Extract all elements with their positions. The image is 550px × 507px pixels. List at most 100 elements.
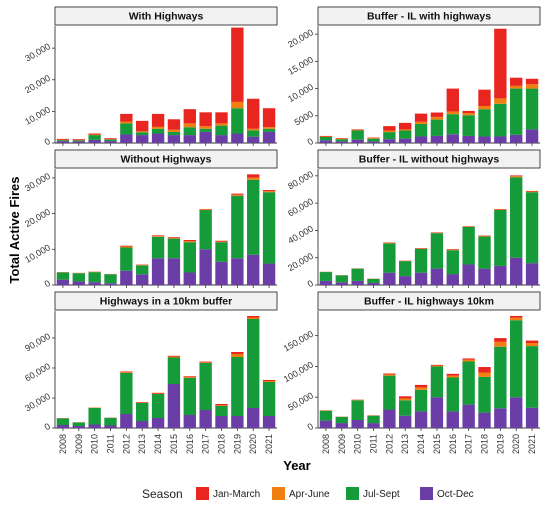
panel-with-highways: With Highways 0 10,000 20,000 30,000 [23,6,278,147]
bar-segment-oct-dec-2019 [231,416,244,428]
bar-segment-jul-sept-2011 [367,278,380,283]
bar-segment-jul-sept-2015 [167,357,181,384]
bar-segment-jan-march-2020 [510,175,523,177]
bar-segment-jul-sept-2010 [88,135,101,140]
bar-segment-apr-june-2020 [510,85,523,89]
bar-segment-jan-march-2011 [104,138,117,140]
bar-segment-jul-sept-2009 [72,422,85,426]
bar-segment-jul-sept-2018 [478,376,491,413]
bar-segment-jul-sept-2014 [414,389,428,412]
bar-segment-apr-june-2019 [494,209,507,210]
x-tick-label: 2009 [337,434,347,454]
x-tick-label: 2019 [232,434,242,454]
bar-segment-oct-dec-2021 [262,263,276,285]
bar-segment-jul-sept-2012 [383,375,396,410]
bar-segment-apr-june-2021 [262,191,276,193]
bar-segment-oct-dec-2008 [319,140,333,143]
bar-segment-jul-sept-2021 [525,346,539,408]
x-tick-label: 2018 [217,434,227,454]
bar-segment-jul-sept-2013 [399,130,412,139]
bar-segment-oct-dec-2016 [183,415,196,428]
bar-segment-jan-march-2017 [462,358,475,360]
bar-segment-jul-sept-2020 [510,177,523,258]
chart-panels: With Highways 0 10,000 20,000 30,000 Buffer -… [23,6,541,432]
bar-segment-jul-sept-2010 [88,408,101,425]
bar-segment-oct-dec-2016 [183,272,196,285]
y-tick-label: 30,000 [23,171,52,193]
bar-segment-oct-dec-2012 [120,134,133,143]
bar-segment-oct-dec-2019 [494,136,507,143]
bar-segment-oct-dec-2009 [335,141,348,143]
bar-segment-jul-sept-2018 [215,406,228,416]
bar-segment-jul-sept-2019 [494,209,507,266]
bar-segment-jan-march-2020 [247,98,260,129]
bar-segment-oct-dec-2015 [430,397,444,428]
x-tick-label: 2012 [121,434,131,454]
bar-segment-jul-sept-2009 [335,139,348,142]
bar-segment-jul-sept-2016 [446,250,459,275]
bar-segment-jan-march-2013 [399,122,412,130]
bar-segment-jan-march-2015 [430,112,444,117]
bar-segment-jan-march-2016 [183,240,196,242]
bar-segment-jan-march-2021 [262,190,276,192]
bar-segment-jan-march-2014 [414,113,428,122]
legend-swatch-jan-march [196,487,209,500]
bar-segment-oct-dec-2015 [430,135,444,143]
panel-without-highways: Without Highways 0 10,000 20,000 30,000 [23,149,278,289]
x-tick-label: 2008 [321,434,331,454]
bar-segment-apr-june-2020 [247,317,260,319]
bar-segment-jan-march-2021 [262,108,276,128]
y-tick-label: 0 [306,278,315,289]
panel-title: Buffer - IL without highways [359,154,500,166]
bar-segment-jul-sept-2011 [104,139,117,142]
y-tick-label: 0 [306,421,315,432]
bar-segment-oct-dec-2020 [510,134,523,143]
panel-buffer-il-highways-10km: Buffer - IL highways 10km 0 50,000 100,000 1… [282,291,541,432]
bar-segment-jul-sept-2016 [183,242,196,273]
bar-segment-jul-sept-2009 [335,416,348,424]
bar-segment-jan-march-2021 [262,380,276,381]
bar-segment-oct-dec-2010 [351,280,364,285]
bar-segment-oct-dec-2012 [120,270,133,285]
bar-segment-jul-sept-2020 [510,88,523,135]
x-tick-label: 2020 [511,434,521,454]
bar-segment-apr-june-2014 [151,236,165,237]
x-tick-labels: 2008 2009 2010 2011 2012 2013 2014 2015 2016 2017… [58,434,537,454]
bar-segment-apr-june-2016 [183,377,196,378]
bar-segment-apr-june-2017 [199,126,212,129]
bar-segment-jan-march-2010 [88,133,101,135]
bar-segment-oct-dec-2013 [136,135,149,143]
bar-segment-oct-dec-2015 [430,268,444,285]
x-tick-label: 2011 [369,434,379,453]
bar-segment-apr-june-2012 [383,374,396,376]
bar-segment-jul-sept-2015 [167,131,181,136]
bar-segment-jul-sept-2013 [136,132,149,136]
x-tick-label: 2015 [432,434,442,454]
bar-segment-oct-dec-2014 [414,136,428,143]
bar-segment-jan-march-2019 [494,28,507,99]
x-tick-label: 2016 [448,434,458,454]
panel-buffer-il-without-highways: Buffer - IL without highways 0 20,000 40,00… [286,149,541,289]
bar-segment-jul-sept-2020 [247,130,260,137]
bar-segment-apr-june-2009 [335,138,348,140]
panel-highways-in-a-10km-buffer: Highways in a 10km buffer 0 30,000 60,000 90… [23,291,278,432]
bar-segment-jul-sept-2008 [319,137,333,141]
bar-segment-jan-march-2015 [167,355,181,357]
legend-swatch-apr-june [272,487,285,500]
bar-segment-apr-june-2020 [247,128,260,131]
bar-segment-jul-sept-2017 [462,227,475,265]
x-tick-label: 2017 [201,434,211,454]
x-tick-label: 2021 [264,434,274,454]
bar-segment-jan-march-2012 [120,245,133,247]
bar-segment-jan-march-2019 [231,27,244,102]
bar-segment-jul-sept-2009 [72,140,85,142]
x-tick-label: 2014 [153,434,163,454]
bar-segment-jan-march-2020 [247,174,260,178]
bar-segment-apr-june-2012 [383,130,396,133]
bar-segment-jul-sept-2010 [351,400,364,420]
bar-segment-oct-dec-2013 [136,274,149,285]
bar-segment-jan-march-2009 [72,139,85,141]
bar-segment-jul-sept-2018 [215,242,228,262]
bar-segment-oct-dec-2014 [151,418,165,428]
y-tick-label: 0 [43,278,52,289]
